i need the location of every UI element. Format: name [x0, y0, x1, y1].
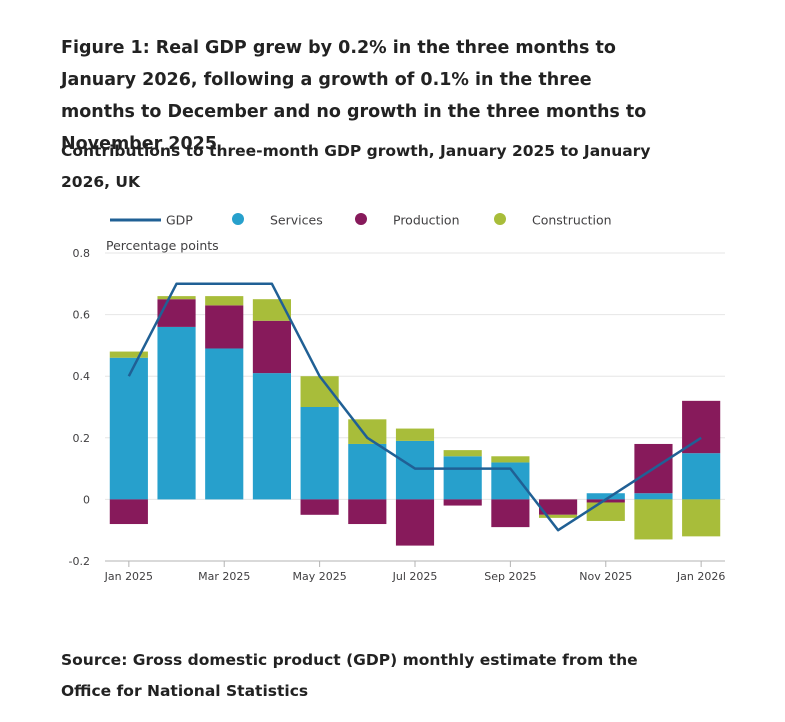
y-tick-label: 0.2 [73, 432, 91, 445]
bar-construction-feb-2025 [157, 296, 196, 300]
bar-production-nov-2025 [586, 499, 625, 503]
gdp-line [127, 282, 702, 532]
y-tick-label: 0 [83, 493, 90, 506]
bar-construction-jan-2026 [682, 499, 721, 537]
bar-series [109, 296, 721, 546]
gdp-contributions-chart: GDP Services Production Construction Percen… [69, 213, 726, 584]
bar-production-jun-2025 [348, 499, 387, 525]
bar-construction-jun-2025 [348, 419, 387, 444]
bar-services-apr-2025 [252, 373, 291, 500]
bar-services-jun-2025 [348, 443, 387, 500]
bar-construction-aug-2025 [443, 450, 482, 457]
x-tick-label: May 2025 [292, 570, 346, 583]
bar-construction-dec-2025 [634, 499, 673, 540]
bar-services-jan-2026 [682, 453, 721, 500]
x-tick-label: Mar 2025 [198, 570, 250, 583]
legend-label-construction: Construction [532, 213, 612, 228]
gdp-line-series [127, 282, 702, 532]
y-axis-ticks: -0.2 0 0.2 0.4 0.6 0.8 [69, 247, 90, 568]
bar-production-jan-2025 [109, 499, 148, 525]
y-tick-label: 0.8 [73, 247, 91, 260]
x-tick-label: Nov 2025 [579, 570, 632, 583]
bar-services-may-2025 [300, 407, 339, 500]
x-tick-label: Jan 2025 [104, 570, 153, 583]
bar-production-aug-2025 [443, 499, 482, 506]
y-tick-label: -0.2 [69, 555, 90, 568]
legend-swatch-services [232, 213, 244, 225]
legend-label-gdp: GDP [166, 213, 193, 228]
legend-swatch-construction [494, 213, 506, 225]
chart-legend: GDP Services Production Construction [110, 213, 612, 228]
chart-subtitle: Contributions to three-month GDP growth,… [61, 142, 651, 191]
bar-production-sep-2025 [491, 499, 530, 528]
bar-production-apr-2025 [252, 320, 291, 374]
bar-services-mar-2025 [205, 348, 244, 500]
y-tick-label: 0.4 [73, 370, 91, 383]
legend-swatch-production [355, 213, 367, 225]
bar-production-jul-2025 [395, 499, 435, 546]
legend-label-production: Production [393, 213, 460, 228]
x-tick-label: Jul 2025 [392, 570, 438, 583]
bar-construction-sep-2025 [491, 456, 530, 463]
bar-services-feb-2025 [157, 326, 196, 500]
bar-production-feb-2025 [157, 299, 196, 327]
y-axis-unit-label: Percentage points [106, 238, 219, 253]
bar-production-mar-2025 [205, 305, 244, 349]
legend-label-services: Services [270, 213, 323, 228]
bar-construction-nov-2025 [586, 502, 625, 521]
chart-title: Figure 1: Real GDP grew by 0.2% in the t… [61, 38, 647, 154]
bar-construction-jul-2025 [395, 428, 435, 441]
bar-services-aug-2025 [443, 456, 482, 500]
bar-production-oct-2025 [539, 499, 578, 515]
bar-construction-jan-2025 [109, 351, 148, 358]
bar-production-may-2025 [300, 499, 339, 515]
bar-services-jul-2025 [395, 440, 435, 500]
chart-source: Source: Gross domestic product (GDP) mon… [61, 651, 638, 700]
bar-services-jan-2025 [109, 357, 148, 500]
bar-services-dec-2025 [634, 493, 673, 500]
x-axis: Jan 2025 Mar 2025 May 2025 Jul 2025 Sep 2025… [104, 560, 725, 583]
x-tick-label: Jan 2026 [676, 570, 725, 583]
bar-construction-mar-2025 [205, 296, 244, 306]
bar-production-jan-2026 [682, 400, 721, 454]
bar-construction-oct-2025 [539, 514, 578, 518]
x-tick-label: Sep 2025 [484, 570, 536, 583]
y-tick-label: 0.6 [73, 309, 91, 322]
bar-services-nov-2025 [586, 493, 625, 500]
